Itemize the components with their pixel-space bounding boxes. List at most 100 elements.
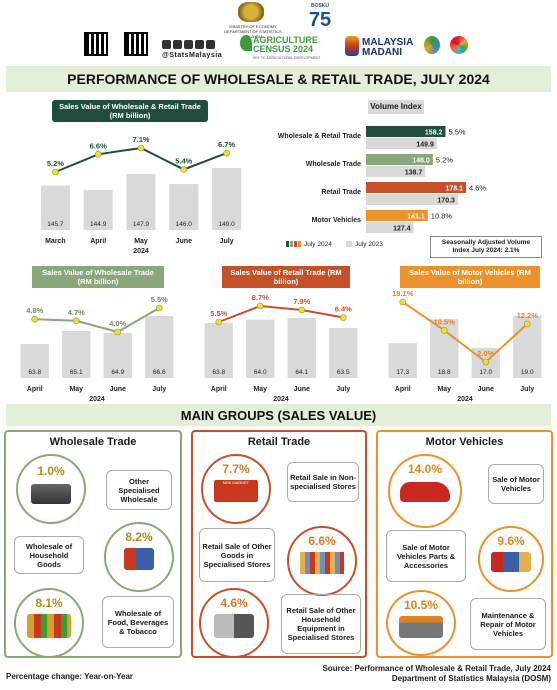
total-sales-chart: 145.7 March 144.9 April 147.9 May 146.0 June 149… <box>40 135 242 255</box>
car-icon <box>400 482 450 502</box>
growth-point <box>72 317 80 325</box>
food-beverage-icon <box>27 614 71 638</box>
chart-bar <box>83 190 113 230</box>
wholesale-sales-panel: Sales Value of Wholesale Trade (RM billi… <box>6 262 186 402</box>
madani-text: MALAYSIA MADANI <box>362 37 413 58</box>
volume-bar-2023 <box>366 222 414 233</box>
chart-bar <box>126 173 156 230</box>
seasonal-note: Seasonally Adjusted Volume Index July 20… <box>430 236 542 258</box>
sdg-logo-icon <box>424 36 440 54</box>
bar-value-label: 145.7 <box>47 221 64 228</box>
chart-bar <box>40 185 70 230</box>
growth-label: 5.5% <box>151 295 168 304</box>
growth-label: 4.0% <box>109 319 126 328</box>
growth-point <box>482 358 490 366</box>
growth-line <box>218 304 344 323</box>
social-icons[interactable] <box>162 40 215 49</box>
growth-label: 10.5% <box>434 317 456 326</box>
qr-code-icon[interactable] <box>84 32 108 56</box>
category-label: April <box>211 386 227 393</box>
category-label: July <box>220 238 234 245</box>
source-line-2: Department of Statistics Malaysia (DOSM) <box>391 674 551 683</box>
volume-value-2023: 149.9 <box>416 142 434 149</box>
item-pct: 4.6% <box>220 596 248 610</box>
retail-sales-title: Sales Value of Retail Trade (RM billion) <box>222 266 350 288</box>
wholesale-item-1-label: Other Specialised Wholesale <box>106 470 172 510</box>
legend-swatch-2024 <box>286 241 289 247</box>
retail-item-1-label: Retail Sale in Non-specialised Stores <box>287 462 359 502</box>
growth-line <box>55 146 227 173</box>
chart-bar <box>204 323 233 378</box>
motor-item-2-label: Sale of Motor Vehicles Parts & Accessori… <box>386 530 466 582</box>
total-sales-title: Sales Value of Wholesale & Retail Trade … <box>52 100 208 122</box>
motor-item-3: 10.5% <box>386 590 456 656</box>
category-label: May <box>253 386 267 393</box>
motor-item-2: 9.6% <box>478 526 544 592</box>
category-label: June <box>110 386 126 393</box>
wholesale-group: Wholesale Trade 1.0% Other Specialised W… <box>4 430 182 658</box>
legend-swatch-2024 <box>294 241 297 247</box>
motor-sales-chart: 17.3 April 18.8 May 17.0 June 19.0 July 18.1% 10.… <box>388 290 542 402</box>
item-pct: 8.1% <box>35 596 63 610</box>
wholesale-item-3: 8.1% <box>14 588 84 658</box>
main-groups-title: MAIN GROUPS (SALES VALUE) <box>6 404 551 426</box>
volume-growth-label: 5.2% <box>436 156 453 165</box>
growth-point <box>223 149 230 157</box>
youtube-icon <box>195 40 204 49</box>
retail-item-2-label: Retail Sale of Other Goods in Specialise… <box>199 528 275 582</box>
growth-label: 4.8% <box>26 306 43 315</box>
bar-value-label: 63.8 <box>28 369 41 376</box>
qr-code-icon[interactable] <box>124 32 148 56</box>
volume-value-2024: 158.2 <box>425 130 443 137</box>
growth-label: 6.4% <box>335 305 352 314</box>
category-label: May <box>437 386 451 393</box>
volume-category-label: Wholesale Trade <box>306 161 361 168</box>
clothing-rack-icon <box>300 552 344 574</box>
growth-point <box>114 328 122 336</box>
social-handle: @StatsMalaysia <box>162 52 223 59</box>
category-label: March <box>45 238 66 245</box>
growth-point <box>298 306 306 314</box>
category-label: July <box>520 386 534 393</box>
motor-group: Motor Vehicles 14.0% Sale of Motor Vehic… <box>376 430 553 658</box>
bar-value-label: 17.3 <box>396 369 409 376</box>
dept-text: DEPARTMENT OF STATISTICS MALAYSIA <box>224 29 282 39</box>
item-pct: 14.0% <box>407 462 443 476</box>
growth-line <box>402 301 528 364</box>
growth-label: 7.9% <box>293 297 310 306</box>
growth-point <box>523 320 531 328</box>
item-pct: 9.6% <box>497 534 525 548</box>
growth-label: 5.2% <box>47 159 64 168</box>
category-label: April <box>27 386 43 393</box>
bar-value-label: 64.1 <box>295 369 308 376</box>
volume-bar-2024 <box>366 154 433 165</box>
footer-source: Source: Performance of Wholesale & Retai… <box>322 664 551 684</box>
volume-category-label: Retail Trade <box>321 189 361 196</box>
bar-value-label: 65.1 <box>70 369 83 376</box>
retail-item-3: 4.6% <box>199 588 269 658</box>
category-label: April <box>90 238 106 245</box>
car-parts-icon <box>491 552 531 572</box>
retail-item-2: 6.6% <box>287 526 357 596</box>
wholesale-item-2: 8.2% <box>104 522 174 592</box>
chart-bar <box>62 331 91 378</box>
motor-item-1-label: Sale of Motor Vehicles <box>488 464 544 504</box>
growth-line <box>34 307 160 334</box>
growth-label: 5.5% <box>210 309 227 318</box>
volume-growth-label: 10.8% <box>431 212 453 221</box>
bar-value-label: 19.0 <box>521 369 534 376</box>
sdg-wheel-icon <box>450 36 468 54</box>
volume-bar-2023 <box>366 194 458 205</box>
volume-bar-2024 <box>366 182 466 193</box>
growth-label: 8.7% <box>252 293 269 302</box>
category-label: June <box>176 238 192 245</box>
growth-point <box>339 314 347 321</box>
category-label: June <box>294 386 310 393</box>
x-axis-label: 2024 <box>273 396 289 402</box>
instagram-icon <box>162 40 171 49</box>
volume-growth-label: 4.6% <box>469 184 486 193</box>
category-label: May <box>134 238 148 245</box>
total-sales-panel: Sales Value of Wholesale & Retail Trade … <box>6 96 256 256</box>
growth-point <box>215 318 223 326</box>
page-title: PERFORMANCE OF WHOLESALE & RETAIL TRADE,… <box>6 66 551 92</box>
